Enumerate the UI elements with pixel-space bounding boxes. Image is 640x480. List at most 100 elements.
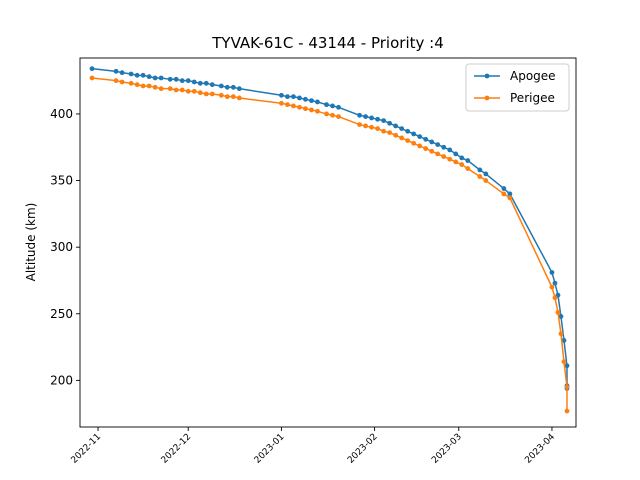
data-point [558, 314, 564, 319]
data-point [363, 114, 368, 120]
data-point [291, 103, 296, 109]
data-point [158, 86, 164, 92]
data-point [203, 91, 209, 97]
data-point [357, 122, 362, 128]
data-point [447, 156, 453, 162]
data-point [324, 102, 329, 108]
data-point [185, 78, 191, 84]
data-point [191, 79, 197, 85]
data-point [564, 363, 570, 369]
data-point [447, 147, 453, 153]
data-point [179, 87, 185, 93]
data-point [483, 171, 489, 177]
data-point [435, 151, 441, 157]
y-tick-label: 300 [50, 240, 73, 254]
data-point [507, 191, 513, 197]
x-tick-label: 2022-11 [69, 432, 103, 466]
data-point [336, 114, 341, 120]
data-point [113, 68, 119, 74]
data-point [203, 80, 209, 86]
data-point [146, 74, 152, 80]
legend-swatch-marker [484, 95, 490, 101]
data-point [89, 75, 95, 81]
data-point [119, 70, 125, 76]
data-point [218, 83, 224, 89]
data-point [185, 88, 191, 94]
data-point [399, 126, 405, 131]
data-point [119, 79, 125, 85]
data-point [429, 148, 435, 154]
data-point [230, 94, 236, 100]
data-point [209, 82, 215, 88]
data-point [459, 155, 465, 161]
data-point [549, 270, 555, 275]
data-point [197, 90, 203, 96]
data-point [236, 95, 242, 101]
y-tick-label: 250 [50, 307, 73, 321]
data-point [369, 124, 374, 130]
data-point [435, 142, 441, 147]
data-point [279, 100, 284, 106]
data-point [152, 75, 158, 81]
data-point [113, 78, 119, 84]
data-point [224, 94, 230, 100]
data-point [152, 84, 158, 90]
data-point [146, 83, 152, 89]
data-point [387, 120, 393, 126]
data-point [564, 408, 570, 414]
data-point [134, 82, 140, 88]
data-point [336, 104, 341, 110]
data-point [375, 116, 380, 122]
data-point [411, 131, 417, 137]
data-point [330, 103, 335, 109]
data-point [453, 159, 459, 165]
data-point [393, 132, 399, 138]
data-point [179, 78, 185, 84]
data-point [363, 123, 368, 129]
data-point [483, 178, 489, 183]
data-point [315, 108, 320, 114]
x-tick-label: 2023-02 [346, 432, 380, 466]
data-point [387, 130, 393, 136]
data-point [552, 295, 558, 301]
data-point [381, 118, 387, 124]
x-tick-label: 2023-01 [253, 432, 287, 466]
data-point [128, 71, 134, 77]
data-point [158, 75, 164, 81]
data-point [465, 166, 471, 171]
data-point [140, 83, 146, 89]
y-axis: 200 250 300 350 400 [50, 107, 80, 387]
legend-label: Perigee [510, 91, 555, 105]
data-point [411, 140, 417, 146]
data-point [459, 162, 465, 167]
data-point [167, 76, 173, 82]
data-point [309, 107, 314, 113]
data-point [555, 310, 561, 315]
data-point [236, 86, 242, 92]
data-point [89, 66, 95, 72]
data-point [218, 92, 224, 98]
data-point [423, 146, 429, 151]
data-point [381, 128, 387, 134]
data-point [309, 98, 314, 104]
data-point [423, 136, 429, 142]
data-point [477, 167, 483, 173]
legend: Apogee Perigee [465, 63, 570, 112]
data-point [167, 86, 173, 92]
data-point [561, 359, 567, 365]
data-point [279, 92, 284, 98]
x-tick-label: 2023-03 [430, 432, 464, 466]
plot-area [89, 66, 570, 414]
data-point [140, 72, 146, 78]
data-point [173, 87, 179, 93]
data-point [417, 143, 423, 149]
data-point [507, 195, 513, 201]
data-point [315, 99, 320, 105]
data-point [297, 95, 302, 101]
data-point [324, 111, 329, 117]
data-point [291, 94, 296, 100]
data-point [501, 191, 507, 197]
y-tick-label: 200 [50, 373, 73, 387]
data-point [549, 284, 555, 290]
